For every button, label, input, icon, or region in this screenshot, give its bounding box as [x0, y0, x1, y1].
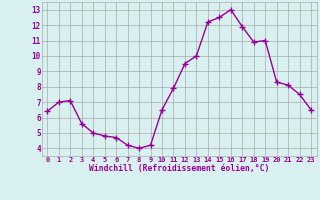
- X-axis label: Windchill (Refroidissement éolien,°C): Windchill (Refroidissement éolien,°C): [89, 164, 269, 173]
